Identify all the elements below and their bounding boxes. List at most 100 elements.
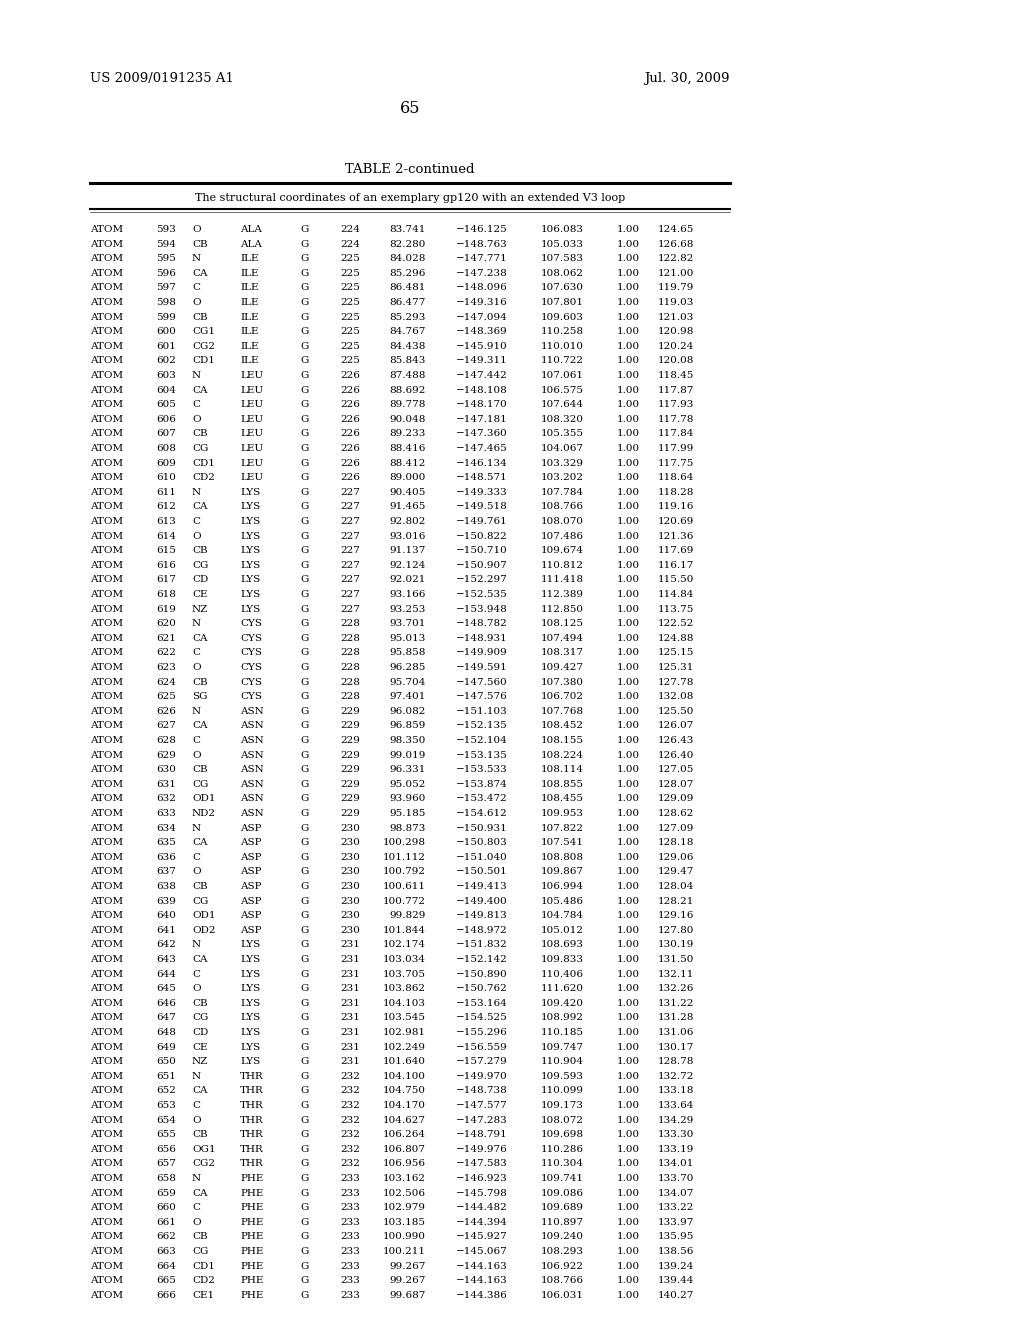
Text: −148.170: −148.170 (457, 400, 508, 409)
Text: 109.698: 109.698 (541, 1130, 584, 1139)
Text: −148.571: −148.571 (457, 473, 508, 482)
Text: −149.909: −149.909 (457, 648, 508, 657)
Text: THR: THR (240, 1072, 264, 1081)
Text: 118.64: 118.64 (657, 473, 694, 482)
Text: 1.00: 1.00 (616, 896, 640, 906)
Text: 233: 233 (340, 1204, 360, 1212)
Text: −150.501: −150.501 (457, 867, 508, 876)
Text: CA: CA (193, 1086, 208, 1096)
Text: 122.82: 122.82 (657, 255, 694, 263)
Text: 96.859: 96.859 (389, 722, 426, 730)
Text: −147.181: −147.181 (457, 414, 508, 424)
Text: G: G (300, 503, 308, 511)
Text: ATOM: ATOM (90, 1233, 123, 1241)
Text: G: G (300, 1218, 308, 1226)
Text: 227: 227 (340, 503, 360, 511)
Text: 133.64: 133.64 (657, 1101, 694, 1110)
Text: −154.525: −154.525 (457, 1014, 508, 1023)
Text: ILE: ILE (240, 298, 258, 308)
Text: PHE: PHE (240, 1291, 263, 1300)
Text: 626: 626 (156, 706, 176, 715)
Text: 84.438: 84.438 (389, 342, 426, 351)
Text: 105.355: 105.355 (541, 429, 584, 438)
Text: 1.00: 1.00 (616, 590, 640, 599)
Text: LYS: LYS (240, 970, 260, 978)
Text: C: C (193, 1101, 200, 1110)
Text: 106.922: 106.922 (541, 1262, 584, 1271)
Text: −150.822: −150.822 (457, 532, 508, 541)
Text: 107.380: 107.380 (541, 677, 584, 686)
Text: −145.910: −145.910 (457, 342, 508, 351)
Text: C: C (193, 648, 200, 657)
Text: 1.00: 1.00 (616, 414, 640, 424)
Text: 635: 635 (156, 838, 176, 847)
Text: ATOM: ATOM (90, 1014, 123, 1023)
Text: 623: 623 (156, 663, 176, 672)
Text: 1.00: 1.00 (616, 444, 640, 453)
Text: 226: 226 (340, 385, 360, 395)
Text: 130.19: 130.19 (657, 940, 694, 949)
Text: CE: CE (193, 590, 208, 599)
Text: ATOM: ATOM (90, 1101, 123, 1110)
Text: CB: CB (193, 999, 208, 1007)
Text: G: G (300, 1057, 308, 1067)
Text: −152.535: −152.535 (457, 590, 508, 599)
Text: −147.583: −147.583 (457, 1159, 508, 1168)
Text: O: O (193, 414, 201, 424)
Text: G: G (300, 882, 308, 891)
Text: N: N (193, 371, 201, 380)
Text: 118.28: 118.28 (657, 488, 694, 496)
Text: 664: 664 (156, 1262, 176, 1271)
Text: −153.948: −153.948 (457, 605, 508, 614)
Text: 1.00: 1.00 (616, 766, 640, 775)
Text: ATOM: ATOM (90, 634, 123, 643)
Text: 232: 232 (340, 1101, 360, 1110)
Text: 110.904: 110.904 (541, 1057, 584, 1067)
Text: G: G (300, 1115, 308, 1125)
Text: ATOM: ATOM (90, 795, 123, 804)
Text: ATOM: ATOM (90, 809, 123, 818)
Text: G: G (300, 1247, 308, 1257)
Text: ATOM: ATOM (90, 780, 123, 789)
Text: G: G (300, 1173, 308, 1183)
Text: G: G (300, 985, 308, 993)
Text: 127.78: 127.78 (657, 677, 694, 686)
Text: LYS: LYS (240, 940, 260, 949)
Text: 107.784: 107.784 (541, 488, 584, 496)
Text: 1.00: 1.00 (616, 1086, 640, 1096)
Text: 226: 226 (340, 429, 360, 438)
Text: ND2: ND2 (193, 809, 216, 818)
Text: 84.767: 84.767 (389, 327, 426, 337)
Text: LEU: LEU (240, 385, 263, 395)
Text: 607: 607 (156, 429, 176, 438)
Text: ATOM: ATOM (90, 576, 123, 585)
Text: G: G (300, 940, 308, 949)
Text: CG: CG (193, 1014, 208, 1023)
Text: G: G (300, 414, 308, 424)
Text: 1.00: 1.00 (616, 780, 640, 789)
Text: NZ: NZ (193, 1057, 208, 1067)
Text: −147.442: −147.442 (457, 371, 508, 380)
Text: −147.238: −147.238 (457, 269, 508, 277)
Text: 99.267: 99.267 (389, 1276, 426, 1286)
Text: −144.163: −144.163 (457, 1262, 508, 1271)
Text: CYS: CYS (240, 619, 262, 628)
Text: ATOM: ATOM (90, 1115, 123, 1125)
Text: −152.297: −152.297 (457, 576, 508, 585)
Text: G: G (300, 706, 308, 715)
Text: 109.953: 109.953 (541, 809, 584, 818)
Text: 231: 231 (340, 999, 360, 1007)
Text: OD1: OD1 (193, 795, 215, 804)
Text: 108.455: 108.455 (541, 795, 584, 804)
Text: 133.19: 133.19 (657, 1144, 694, 1154)
Text: O: O (193, 751, 201, 759)
Text: 1.00: 1.00 (616, 224, 640, 234)
Text: 121.03: 121.03 (657, 313, 694, 322)
Text: 102.249: 102.249 (383, 1043, 426, 1052)
Text: 90.048: 90.048 (389, 414, 426, 424)
Text: 106.994: 106.994 (541, 882, 584, 891)
Text: G: G (300, 634, 308, 643)
Text: 228: 228 (340, 634, 360, 643)
Text: 89.233: 89.233 (389, 429, 426, 438)
Text: 109.741: 109.741 (541, 1173, 584, 1183)
